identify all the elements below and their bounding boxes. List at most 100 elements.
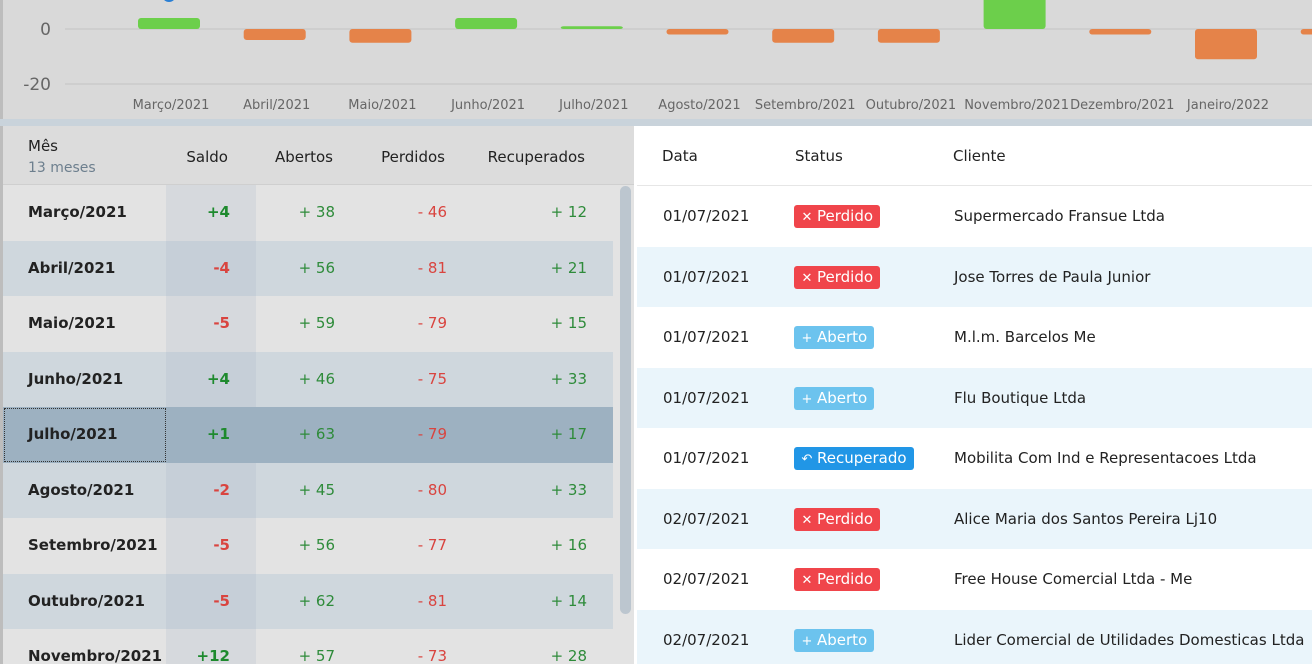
month-row[interactable]: Abril/2021 -4 + 56 - 81 + 21 [3,240,613,296]
x-tick-label: Janeiro/2022 [1186,98,1269,113]
saldo-value: +1 [206,425,230,443]
chart-bar[interactable] [772,29,835,43]
date-value: 01/07/2021 [663,449,750,467]
saldo-column-bg [166,629,256,664]
chart-bar[interactable] [560,26,623,29]
saldo-value: -5 [213,314,230,332]
saldo-column-bg [166,462,256,518]
month-row[interactable]: Outubro/2021 -5 + 62 - 81 + 14 [3,573,613,629]
abertos-value: + 57 [298,647,335,664]
recuperados-value: + 14 [550,591,587,610]
perdidos-value: - 77 [417,536,447,554]
abertos-value: + 59 [298,314,335,332]
date-value: 01/07/2021 [663,207,750,225]
status-label: Aberto [817,630,868,649]
saldo-value: +12 [196,647,230,664]
status-label: Aberto [817,328,868,346]
saldo-column-bg [166,185,256,241]
status-badge: + Aberto [794,386,875,410]
plus-icon: + [801,331,813,346]
column-header-month[interactable]: Mês [28,137,58,155]
column-header-abertos[interactable]: Abertos [274,148,333,166]
status-badge: ✕ Perdido [794,568,881,591]
client-row[interactable]: 01/07/2021 ✕ Perdido Supermercado Fransue L… [637,186,1312,247]
y-tick-label: 0 [40,20,51,40]
client-name: Lider Comercial de Utilidades Domesticas… [954,630,1305,649]
perdidos-value: - 75 [417,369,447,388]
clients-table: Data Status Cliente 01/07/2021 ✕ Perdido Su… [637,126,1312,664]
chart-bar[interactable] [1089,29,1152,35]
chart-bar[interactable] [666,29,729,35]
column-header-cliente[interactable]: Cliente [953,147,1006,165]
month-row[interactable]: Maio/2021 -5 + 59 - 79 + 15 [3,296,613,352]
status-label: Perdido [817,267,874,286]
month-row[interactable]: Junho/2021 +4 + 46 - 75 + 33 [3,351,613,407]
month-label: Junho/2021 [28,369,124,388]
x-tick-label: Agosto/2021 [658,98,740,113]
status-label: Perdido [817,570,874,588]
chart-bar[interactable] [349,29,412,43]
abertos-value: + 63 [298,425,335,443]
chart-bar[interactable] [1300,29,1312,35]
month-row[interactable]: Novembro/2021 +12 + 57 - 73 + 28 [3,629,613,664]
saldo-column-bg [166,296,256,352]
client-name: Flu Boutique Ltda [954,388,1087,407]
chart-bar[interactable] [983,0,1046,29]
status-badge: ✕ Perdido [794,205,881,228]
months-table-scrollbar[interactable] [620,186,631,614]
chart-bar[interactable] [1195,29,1257,60]
saldo-value: +4 [206,369,230,388]
status-badge: ↶ Recuperado [794,447,914,470]
x-tick-label: Setembro/2021 [755,98,856,113]
month-row[interactable]: Março/2021 +4 + 38 - 46 + 12 [3,185,613,241]
saldo-value: -2 [213,480,230,499]
close-icon: ✕ [801,512,813,528]
date-value: 02/07/2021 [663,630,750,649]
status-label: Recuperado [817,449,907,467]
perdidos-value: - 81 [417,591,447,610]
client-row[interactable]: 02/07/2021 ✕ Perdido Alice Maria dos Santos… [637,488,1312,549]
saldo-value: -5 [213,536,230,554]
undo-icon: ↶ [801,452,813,467]
status-label: Aberto [817,388,868,407]
month-row[interactable]: Julho/2021 +1 + 63 - 79 + 17 [3,407,613,463]
chart-bar[interactable] [455,18,518,29]
close-icon: ✕ [801,210,813,225]
abertos-value: + 45 [298,480,335,499]
date-value: 02/07/2021 [663,570,750,588]
x-tick-label: Outubro/2021 [866,98,957,113]
x-tick-label: Maio/2021 [348,98,416,113]
month-row[interactable]: Setembro/2021 -5 + 56 - 77 + 16 [3,518,613,574]
month-row[interactable]: Agosto/2021 -2 + 45 - 80 + 33 [3,462,613,518]
perdidos-value: - 80 [417,480,447,499]
month-label: Abril/2021 [28,258,116,277]
column-header-recuperados[interactable]: Recuperados [487,148,585,166]
column-header-saldo[interactable]: Saldo [186,148,228,166]
client-row[interactable]: 02/07/2021 + Aberto Lider Comercial de Util… [637,609,1312,664]
recuperados-value: + 21 [550,258,587,277]
abertos-value: + 62 [298,591,335,610]
chart-bar[interactable] [138,18,200,29]
client-row[interactable]: 01/07/2021 ✕ Perdido Jose Torres de Paula J… [637,246,1312,307]
client-row[interactable]: 01/07/2021 + Aberto M.l.m. Barcelos Me [637,307,1312,368]
client-row[interactable]: 01/07/2021 ↶ Recuperado Mobilita Com Ind e … [637,428,1312,489]
months-count: 13 meses [28,160,96,176]
chart-bar[interactable] [243,29,306,40]
client-row[interactable]: 01/07/2021 + Aberto Flu Boutique Ltda [637,367,1312,428]
status-label: Perdido [817,207,874,225]
months-table-body: Março/2021 +4 + 38 - 46 + 12 Abril/2021 -4 + 56… [3,185,613,664]
recuperados-value: + 17 [550,425,587,443]
abertos-value: + 56 [298,258,335,277]
recuperados-value: + 33 [550,369,587,388]
month-label: Março/2021 [28,203,127,221]
saldo-value: +4 [206,203,230,221]
chart-bar[interactable] [877,29,940,43]
column-header-data[interactable]: Data [662,147,698,165]
column-header-perdidos[interactable]: Perdidos [381,148,445,166]
y-tick-label: -20 [23,75,51,95]
recuperados-value: + 12 [550,203,587,221]
client-row[interactable]: 02/07/2021 ✕ Perdido Free House Comercial L… [637,549,1312,610]
abertos-value: + 56 [298,536,335,554]
month-label: Julho/2021 [28,425,118,443]
column-header-status[interactable]: Status [795,147,843,165]
